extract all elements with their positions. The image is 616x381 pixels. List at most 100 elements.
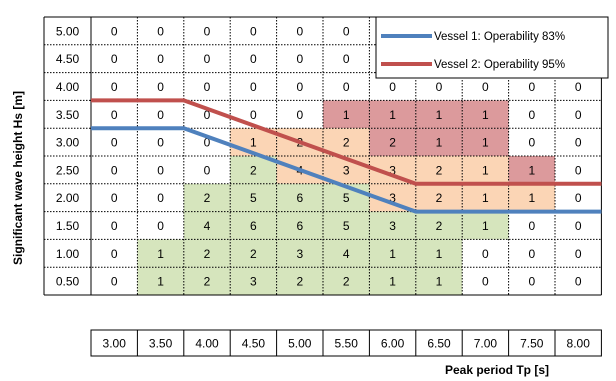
tp-label: 3.50 — [149, 337, 173, 351]
zone-cell — [137, 267, 184, 295]
cell-value: 0 — [250, 52, 257, 66]
zone-cell — [415, 156, 463, 184]
zone-cell — [183, 183, 231, 212]
cell-value: 1 — [389, 108, 396, 122]
cell-value: 0 — [575, 275, 582, 289]
zone-cell — [276, 267, 323, 295]
hs-label: 2.50 — [56, 163, 80, 177]
tp-label: 6.00 — [381, 337, 405, 351]
cell-value: 0 — [157, 80, 164, 94]
zone-cell — [183, 267, 231, 295]
cell-value: 0 — [575, 219, 582, 233]
cell-value: 2 — [436, 191, 443, 205]
zone-cell — [137, 239, 184, 268]
cell-value: 1 — [389, 275, 396, 289]
cell-value: 0 — [111, 52, 118, 66]
zone-cell — [369, 267, 416, 295]
cell-value: 5 — [250, 191, 257, 205]
zone-cell — [276, 211, 323, 240]
cell-value: 3 — [389, 219, 396, 233]
tp-label: 3.00 — [103, 337, 127, 351]
cell-value: 2 — [204, 275, 211, 289]
cell-value: 0 — [575, 191, 582, 205]
cell-value: 2 — [204, 247, 211, 261]
zone-cell — [323, 239, 370, 268]
cell-value: 0 — [111, 247, 118, 261]
cell-value: 0 — [575, 80, 582, 94]
cell-value: 1 — [482, 163, 489, 177]
zone-cell — [230, 211, 277, 240]
hs-label: 1.50 — [56, 219, 80, 233]
y-axis-title: Significant wave height Hs [m] — [11, 91, 25, 265]
cell-value: 0 — [528, 275, 535, 289]
cell-value: 1 — [482, 108, 489, 122]
cell-value: 0 — [575, 247, 582, 261]
cell-value: 1 — [436, 136, 443, 150]
zone-cell — [462, 100, 509, 129]
cell-value: 0 — [111, 191, 118, 205]
zone-cell — [276, 239, 323, 268]
cell-value: 1 — [436, 108, 443, 122]
vessel-line-1 — [91, 126, 602, 214]
cell-value: 1 — [250, 136, 257, 150]
cell-value: 0 — [157, 52, 164, 66]
zone-cell — [183, 211, 231, 240]
x-axis-title: Peak period Tp [s] — [445, 363, 549, 377]
cell-value: 0 — [111, 163, 118, 177]
zone-cell — [183, 239, 231, 268]
zone-cell — [230, 183, 277, 212]
cell-value: 1 — [528, 163, 535, 177]
cell-value: 6 — [296, 191, 303, 205]
hs-label: 4.50 — [56, 52, 80, 66]
zone-cell — [276, 183, 323, 212]
cell-value: 0 — [482, 80, 489, 94]
zone-cell — [230, 239, 277, 268]
cell-value: 3 — [389, 191, 396, 205]
cell-value: 4 — [204, 219, 211, 233]
zone-cell — [462, 128, 509, 156]
cell-value: 4 — [343, 247, 350, 261]
cell-value: 1 — [157, 247, 164, 261]
hs-label: 4.00 — [56, 80, 80, 94]
cell-value: 0 — [296, 24, 303, 38]
cell-value: 0 — [111, 219, 118, 233]
cell-value: 2 — [343, 136, 350, 150]
zone-cell — [369, 128, 416, 156]
cell-value: 0 — [204, 136, 211, 150]
zone-cell — [508, 156, 555, 184]
cell-value: 0 — [528, 80, 535, 94]
zone-cell — [415, 183, 463, 212]
cell-value: 0 — [528, 108, 535, 122]
cell-value: 3 — [343, 163, 350, 177]
cell-value: 0 — [204, 52, 211, 66]
zone-cell — [462, 211, 509, 240]
cell-value: 0 — [250, 24, 257, 38]
zone-cell — [415, 100, 463, 129]
zone-cell — [230, 267, 277, 295]
cell-value: 0 — [111, 275, 118, 289]
cell-value: 1 — [482, 219, 489, 233]
legend: Vessel 1: Operability 83% Vessel 2: Oper… — [375, 16, 609, 79]
cell-value: 0 — [343, 52, 350, 66]
cell-value: 2 — [250, 247, 257, 261]
cell-value: 0 — [111, 24, 118, 38]
cell-value: 0 — [157, 191, 164, 205]
zone-cell — [323, 211, 370, 240]
cell-value: 0 — [343, 24, 350, 38]
tp-label: 4.00 — [195, 337, 219, 351]
hs-label: 2.00 — [56, 191, 80, 205]
hs-labels: 5.00 4.50 4.00 3.50 3.00 2.50 2.00 1.50 1.00 0.50 — [56, 24, 80, 288]
zone-cell — [415, 128, 463, 156]
cell-value: 1 — [528, 191, 535, 205]
cell-value: 2 — [343, 275, 350, 289]
zone-cell — [415, 211, 463, 240]
cell-value: 0 — [157, 24, 164, 38]
legend-label-vessel-2: Vessel 2: Operability 95% — [434, 59, 565, 71]
cell-value: 1 — [157, 275, 164, 289]
cell-value: 1 — [389, 247, 396, 261]
cell-value: 1 — [436, 247, 443, 261]
cell-value: 0 — [528, 219, 535, 233]
zone-cell — [369, 100, 416, 129]
cell-value: 0 — [204, 80, 211, 94]
